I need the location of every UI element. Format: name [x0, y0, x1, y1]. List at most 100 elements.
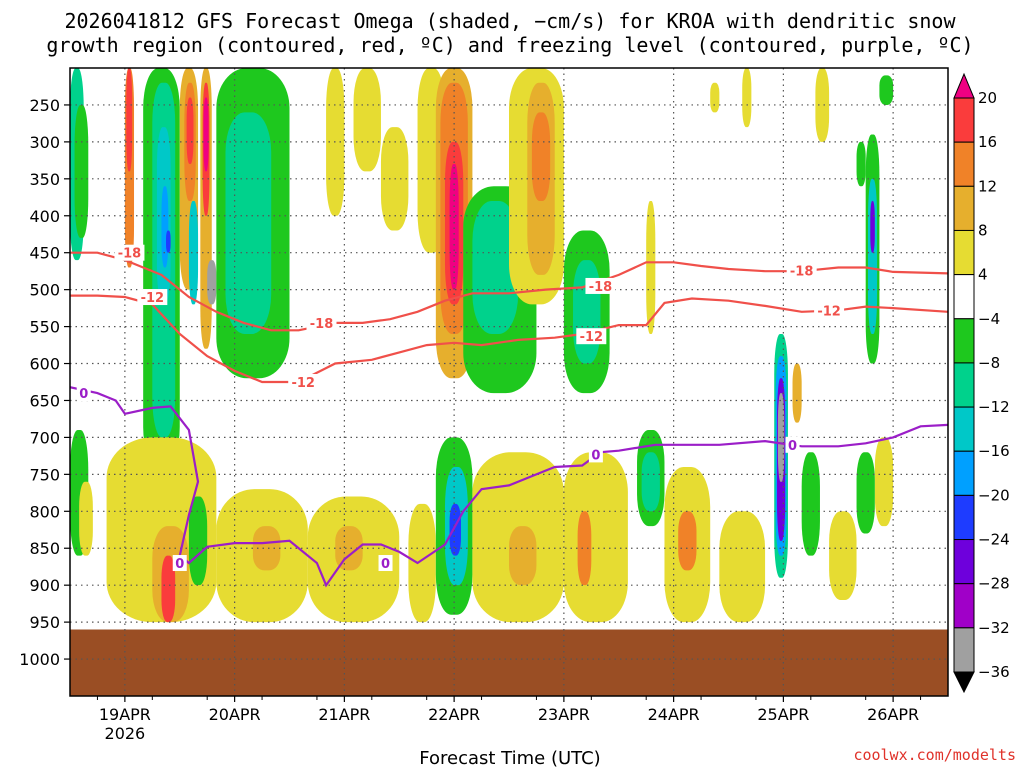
x-tick-label-2: 21APR	[318, 705, 370, 724]
omega-cell-77	[829, 511, 857, 600]
colorbar-label-2: 12	[978, 177, 997, 195]
x-tick-label-6: 25APR	[757, 705, 809, 724]
omega-cell-51	[879, 75, 894, 105]
surface-ground	[70, 629, 948, 696]
x-tick-label-5: 24APR	[648, 705, 700, 724]
omega-cell-44	[801, 452, 820, 556]
freezing-label-0-bg	[76, 385, 91, 402]
x-tick-label-4: 23APR	[538, 705, 590, 724]
omega-cell-76	[719, 511, 766, 623]
omega-cell-16	[207, 260, 217, 305]
omega-cell-50	[870, 200, 875, 253]
x-axis-title: Forecast Time (UTC)	[419, 748, 600, 768]
dgz-label-left2-bg	[137, 289, 168, 306]
dgz-label-1-c-bg	[814, 302, 845, 319]
colorbar-box-5	[953, 318, 975, 364]
omega-cell-47	[856, 141, 866, 187]
omega-cell-67	[449, 503, 461, 556]
omega-cell-49	[867, 178, 878, 334]
colorbar-label-6: −8	[978, 354, 1000, 372]
freezing-label-3: 0	[591, 448, 600, 463]
dgz-label-mid: -18	[310, 317, 334, 332]
y-tick-label-950: 950	[29, 613, 60, 632]
plot-area: -18 -18 -18 -12 -12 -12 -18 -12 0 0 0 0 0	[69, 67, 949, 697]
colorbar-label-7: −12	[978, 398, 1010, 416]
dgz-label-0-c: -18	[790, 264, 814, 279]
colorbar-label-11: −28	[978, 575, 1010, 593]
colorbar-top-arrow	[953, 72, 975, 99]
omega-cell-32	[531, 112, 551, 201]
omega-cell-70	[563, 452, 628, 623]
colorbar-label-3: 8	[978, 221, 988, 239]
omega-cell-18	[225, 112, 272, 334]
colorbar-label-0: 20	[978, 89, 997, 107]
colorbar-box-0	[953, 97, 975, 143]
colorbar-box-12	[953, 627, 975, 673]
plot-inner: -18 -18 -18 -12 -12 -12 -18 -12 0 0 0 0 0	[70, 68, 948, 696]
omega-cell-71	[577, 511, 592, 586]
y-tick-label-250: 250	[29, 96, 60, 115]
x-tick-label-0: 19APR	[99, 705, 151, 724]
omega-cell-36	[701, 68, 711, 135]
x-tick-sublabel-0: 2026	[105, 724, 146, 743]
dgz-label-left2: -12	[141, 291, 165, 306]
freezing-label-0: 0	[79, 387, 88, 402]
omega-cell-29	[472, 200, 519, 334]
y-tick-label-400: 400	[29, 207, 60, 226]
chart-title-line-2: growth region (contoured, red, ºC) and f…	[46, 33, 973, 57]
omega-cell-38	[742, 68, 752, 128]
freezing-label-1: 0	[175, 557, 184, 572]
colorbar-box-2	[953, 185, 975, 231]
dgz-label-1-a-bg	[288, 374, 319, 390]
omega-cell-11	[186, 97, 194, 165]
chart-title-line-1: 2026041812 GFS Forecast Omega (shaded, −…	[64, 9, 956, 33]
omega-cell-46	[838, 134, 848, 209]
omega-cell-59	[188, 496, 208, 586]
omega-cell-15	[203, 97, 209, 172]
omega-cell-75	[678, 511, 697, 571]
omega-cell-43	[792, 363, 802, 423]
colorbar-box-7	[953, 406, 975, 452]
dgz-label-1-c: -12	[817, 304, 841, 319]
x-tick-label-3: 22APR	[428, 705, 480, 724]
dgz-contour--18-0	[70, 251, 948, 332]
y-tick-label-800: 800	[29, 502, 60, 521]
omega-cell-7	[161, 186, 169, 268]
freezing-label-4-bg	[785, 436, 800, 453]
dgz-label-0-c-bg	[786, 262, 817, 279]
omega-cell-61	[252, 526, 281, 571]
omega-cell-34	[573, 260, 601, 364]
plot-frame	[69, 67, 949, 697]
y-tick-label-450: 450	[29, 244, 60, 263]
colorbar-label-8: −16	[978, 442, 1010, 460]
colorbar-bottom-arrow	[953, 671, 975, 694]
freezing-label-1-bg	[172, 555, 187, 572]
colorbar-box-1	[953, 141, 975, 187]
colorbar-box-8	[953, 450, 975, 496]
y-tick-label-750: 750	[29, 465, 60, 484]
colorbar-label-1: 16	[978, 133, 997, 151]
omega-cell-3	[74, 104, 89, 238]
y-tick-label-600: 600	[29, 355, 60, 374]
omega-cell-52	[874, 437, 894, 527]
colorbar-label-9: −20	[978, 486, 1010, 504]
colorbar-box-6	[953, 362, 975, 408]
colorbar-box-3	[953, 229, 975, 276]
colorbar-box-4	[953, 274, 975, 320]
y-tick-label-500: 500	[29, 281, 60, 300]
freezing-label-3-bg	[588, 446, 603, 463]
y-tick-label-350: 350	[29, 170, 60, 189]
dgz-label-0-b: -18	[589, 280, 613, 295]
freezing-label-2-bg	[378, 555, 393, 572]
omega-cell-58	[161, 555, 176, 623]
colorbar-label-13: −36	[978, 663, 1010, 681]
omega-cell-45	[815, 68, 830, 142]
y-tick-label-700: 700	[29, 428, 60, 447]
colorbar-box-9	[953, 494, 975, 541]
y-tick-label-900: 900	[29, 576, 60, 595]
colorbar-label-5: −4	[978, 310, 1000, 328]
dgz-label-1-b: -12	[580, 330, 604, 345]
x-tick-label-1: 20APR	[209, 705, 261, 724]
omega-cell-12	[188, 200, 199, 305]
